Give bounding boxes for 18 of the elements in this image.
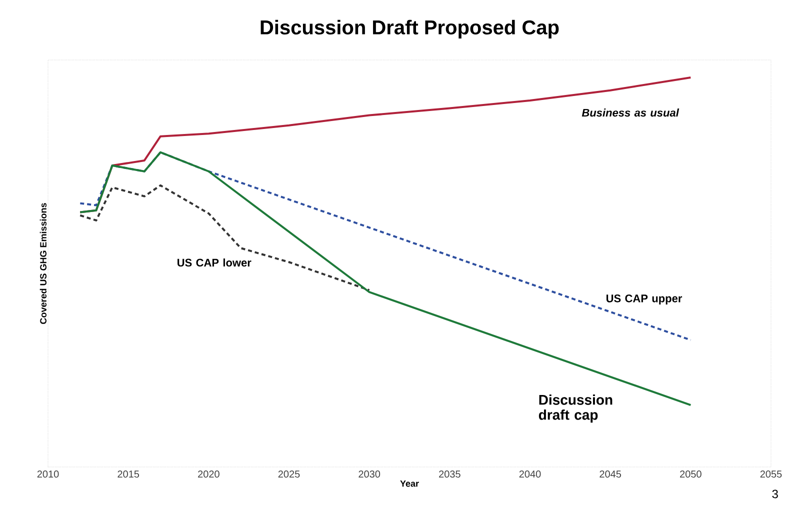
x-tick-label: 2040 [519,470,541,478]
y-axis-title: Covered US GHG Emissions [40,203,46,324]
x-tick-label: 2015 [118,470,140,478]
x-axis-title: Year [400,480,419,487]
x-tick-label: 2045 [600,470,622,478]
x-tick-label: 2030 [358,470,380,478]
chart-title: Discussion Draft Proposed Cap [260,20,559,38]
x-tick-label: 2050 [680,470,702,478]
series-label: Discussion draft cap [538,394,612,423]
text: 3 [772,490,778,498]
series-label: Business as usual [582,108,680,117]
x-tick-label: 2010 [37,470,59,478]
x-tick-label: 2025 [278,470,300,478]
series-label: US CAP upper [606,294,682,304]
x-tick-label: 2055 [760,470,782,478]
series-label: US CAP lower [178,258,252,267]
x-tick-label: 2035 [439,470,460,478]
x-tick-label: 2020 [198,470,220,478]
